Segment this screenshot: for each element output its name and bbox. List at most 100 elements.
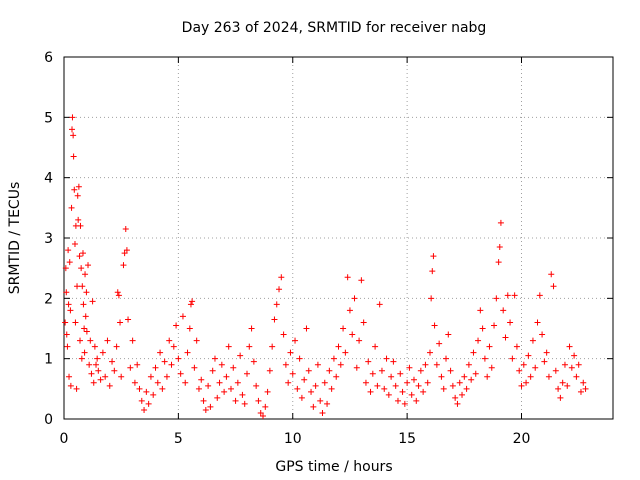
data-point [495, 259, 502, 266]
data-point [438, 373, 445, 380]
data-point [333, 373, 340, 380]
data-point [532, 364, 539, 371]
data-point [342, 349, 349, 356]
data-point [539, 331, 546, 338]
data-point [218, 361, 225, 368]
data-point [557, 394, 564, 401]
data-point [78, 265, 85, 272]
data-point [63, 331, 70, 338]
data-point [410, 376, 417, 383]
data-point [80, 301, 87, 308]
data-point [314, 361, 321, 368]
data-point [358, 277, 365, 284]
data-point [66, 259, 73, 266]
data-point [577, 388, 584, 395]
data-point [64, 343, 71, 350]
data-point [120, 262, 127, 269]
data-point [166, 337, 173, 344]
data-point [401, 400, 408, 407]
data-point [504, 292, 511, 299]
data-point [484, 373, 491, 380]
data-point [360, 319, 367, 326]
data-point [95, 367, 102, 374]
data-point [568, 364, 575, 371]
data-point [90, 379, 97, 386]
data-point [150, 391, 157, 398]
data-point [571, 352, 578, 359]
data-point [408, 391, 415, 398]
y-tick-label: 5 [44, 110, 53, 126]
data-point [365, 358, 372, 365]
data-point [134, 361, 141, 368]
data-point [497, 219, 504, 226]
data-point [123, 247, 130, 254]
data-point [513, 343, 520, 350]
data-point [221, 388, 228, 395]
data-point [241, 400, 248, 407]
data-point [273, 301, 280, 308]
data-point [104, 337, 111, 344]
data-point [154, 379, 161, 386]
data-point [232, 397, 239, 404]
data-point [88, 370, 95, 377]
data-point [541, 358, 548, 365]
data-point [77, 337, 84, 344]
data-point [559, 379, 566, 386]
data-point [97, 376, 104, 383]
data-point [383, 355, 390, 362]
data-point [62, 265, 69, 272]
data-point [561, 361, 568, 368]
data-point [141, 406, 148, 413]
data-point [143, 388, 150, 395]
y-tick-label: 0 [44, 412, 53, 428]
data-point [319, 409, 326, 416]
data-point [328, 385, 335, 392]
data-point [326, 367, 333, 374]
data-point [324, 400, 331, 407]
data-point [445, 331, 452, 338]
data-point [248, 325, 255, 332]
data-point [91, 343, 98, 350]
data-point [394, 397, 401, 404]
data-point [173, 322, 180, 329]
data-point [452, 394, 459, 401]
data-point [431, 322, 438, 329]
data-point [454, 400, 461, 407]
x-tick-label: 15 [398, 431, 416, 447]
x-axis-label: GPS time / hours [275, 459, 392, 475]
data-point [456, 379, 463, 386]
data-point [340, 325, 347, 332]
data-point [93, 361, 100, 368]
data-point [81, 349, 88, 356]
data-point [477, 307, 484, 314]
y-tick-label: 4 [44, 171, 53, 187]
data-point [216, 379, 223, 386]
data-point [285, 379, 292, 386]
data-point [337, 361, 344, 368]
x-tick-label: 5 [174, 431, 183, 447]
data-point [545, 373, 552, 380]
data-points [62, 114, 589, 419]
data-point [193, 337, 200, 344]
data-point [74, 283, 81, 290]
data-point [278, 274, 285, 281]
data-point [62, 319, 69, 326]
data-point [83, 289, 90, 296]
data-point [262, 403, 269, 410]
data-point [69, 114, 76, 121]
data-point [429, 268, 436, 275]
data-point [353, 364, 360, 371]
data-point [129, 337, 136, 344]
data-point [404, 379, 411, 386]
data-point [82, 271, 89, 278]
data-point [200, 397, 207, 404]
data-point [488, 364, 495, 371]
y-tick-labels: 0 1 2 3 4 5 6 [44, 50, 53, 428]
data-point [71, 186, 78, 193]
data-point [305, 367, 312, 374]
data-point [168, 361, 175, 368]
data-point [114, 289, 121, 296]
data-point [70, 153, 77, 160]
data-point [179, 313, 186, 320]
data-point [118, 373, 125, 380]
